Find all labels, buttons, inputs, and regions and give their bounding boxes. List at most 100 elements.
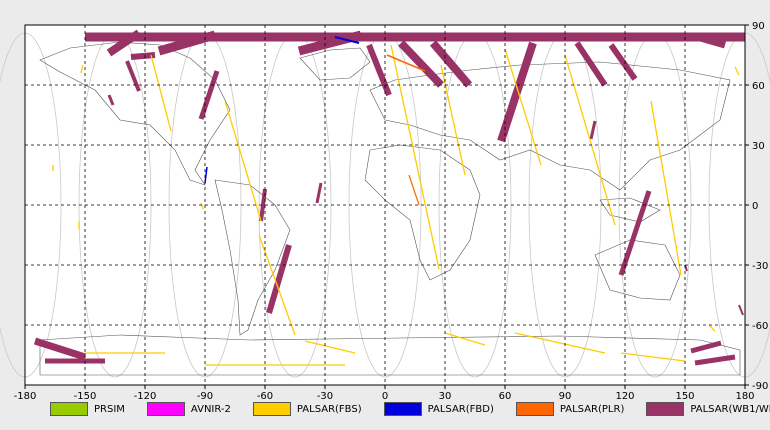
wb-swath xyxy=(366,43,392,97)
legend-swatch xyxy=(146,402,185,416)
fbs-swath xyxy=(650,100,682,276)
legend-swatch xyxy=(383,402,422,416)
fbs-swath xyxy=(205,364,345,366)
wb-swath xyxy=(106,29,142,57)
wb-swath xyxy=(297,30,363,56)
fbs-swath xyxy=(80,64,84,74)
y-tick-label: -60 xyxy=(752,321,768,332)
wb-swath xyxy=(608,43,638,81)
x-tick-label: 180 xyxy=(735,391,754,402)
legend-item: PRSIM xyxy=(50,402,125,416)
fbs-swath xyxy=(444,332,486,346)
legend-swatch xyxy=(252,402,291,416)
land-outline xyxy=(39,41,231,186)
fbs-swath xyxy=(440,64,466,176)
fbs-swath xyxy=(258,234,296,336)
wb-swath xyxy=(85,32,745,42)
fbs-swath xyxy=(200,202,204,210)
fbs-swath xyxy=(504,48,542,166)
wb-swath xyxy=(690,340,722,354)
x-tick-label: -90 xyxy=(197,391,213,402)
wb-swath xyxy=(125,60,141,92)
legend-item: PALSAR(FBD) xyxy=(383,402,494,416)
wb-swath xyxy=(33,337,87,361)
x-tick-label: -180 xyxy=(14,391,37,402)
wb-swath xyxy=(198,70,220,120)
wb-swath xyxy=(589,120,597,140)
x-tick-label: 150 xyxy=(675,391,694,402)
fbs-swath xyxy=(620,352,686,362)
x-tick-label: -60 xyxy=(257,391,273,402)
fbs-swath xyxy=(224,100,262,222)
land-outline xyxy=(299,47,371,81)
legend-item: AVNIR-2 xyxy=(146,402,231,416)
y-tick-label: 60 xyxy=(752,81,765,92)
legend-item: PALSAR(PLR) xyxy=(515,402,625,416)
fbs-swath xyxy=(52,165,54,171)
x-tick-label: 0 xyxy=(382,391,388,402)
land-outline xyxy=(369,61,731,191)
legend-label: AVNIR-2 xyxy=(190,403,231,415)
y-tick-label: 0 xyxy=(752,201,758,212)
wb-swath xyxy=(266,244,292,314)
legend-label: PALSAR(PLR) xyxy=(559,403,625,415)
fbd-swath xyxy=(204,166,208,184)
fbs-swath xyxy=(150,54,172,132)
wb-swath xyxy=(429,40,473,88)
wb-swath xyxy=(738,304,744,316)
land-outline xyxy=(214,179,291,336)
legend: PRSIM AVNIR-2 PALSAR(FBS) PALSAR(FBD) PALSAR… xyxy=(50,402,770,416)
plr-swath xyxy=(386,54,426,72)
x-tick-label: -150 xyxy=(74,391,97,402)
wb-swath xyxy=(315,182,323,204)
axis-ticks: -180 -150 -120 -90 -60 -30 0 30 60 90 120 150 180 90 6… xyxy=(14,21,769,402)
wb-swath xyxy=(45,358,105,364)
y-tick-label: -90 xyxy=(752,381,768,392)
y-tick-label: 30 xyxy=(752,141,765,152)
wb-swath xyxy=(497,41,537,143)
legend-label: PALSAR(FBS) xyxy=(296,403,362,415)
land-outline xyxy=(599,197,661,223)
x-tick-label: 120 xyxy=(615,391,634,402)
wb-swath xyxy=(259,188,267,222)
fbs-swath xyxy=(78,221,80,229)
y-tick-label: 90 xyxy=(752,21,765,32)
fbd-swath xyxy=(334,36,360,44)
x-tick-label: 60 xyxy=(499,391,512,402)
legend-swatch xyxy=(646,402,685,416)
wb-swath xyxy=(157,30,217,56)
fbs-swath xyxy=(85,352,165,354)
fbs-swath xyxy=(514,332,606,354)
land-outline xyxy=(39,334,741,376)
wb-swath xyxy=(696,33,726,49)
y-tick-label: -30 xyxy=(752,261,768,272)
land-outline xyxy=(594,239,681,301)
x-tick-label: 30 xyxy=(439,391,452,402)
swaths xyxy=(33,29,745,366)
legend-label: PALSAR(WB1/WB2) xyxy=(690,403,770,415)
legend-item: PALSAR(FBS) xyxy=(252,402,362,416)
plr-swath xyxy=(408,174,420,206)
legend-item: PALSAR(WB1/WB2) xyxy=(646,402,770,416)
wb-swath xyxy=(694,354,736,366)
wb-swath xyxy=(107,94,115,106)
x-tick-label: -120 xyxy=(134,391,157,402)
legend-label: PALSAR(FBD) xyxy=(427,403,494,415)
legend-label: PRSIM xyxy=(94,403,125,415)
wb-swath xyxy=(130,52,156,60)
wb-swath xyxy=(618,190,652,276)
legend-swatch xyxy=(515,402,554,416)
fbs-swath xyxy=(734,66,740,76)
legend-swatch xyxy=(50,402,88,416)
fbs-swath xyxy=(304,340,356,354)
wb-swath xyxy=(574,41,608,87)
fbs-swath xyxy=(564,54,616,226)
gridlines xyxy=(25,25,745,385)
fbs-swath xyxy=(390,44,440,270)
wb-swath xyxy=(398,40,444,88)
x-tick-label: -30 xyxy=(317,391,333,402)
fbs-swath xyxy=(708,324,716,332)
x-tick-label: 90 xyxy=(559,391,572,402)
